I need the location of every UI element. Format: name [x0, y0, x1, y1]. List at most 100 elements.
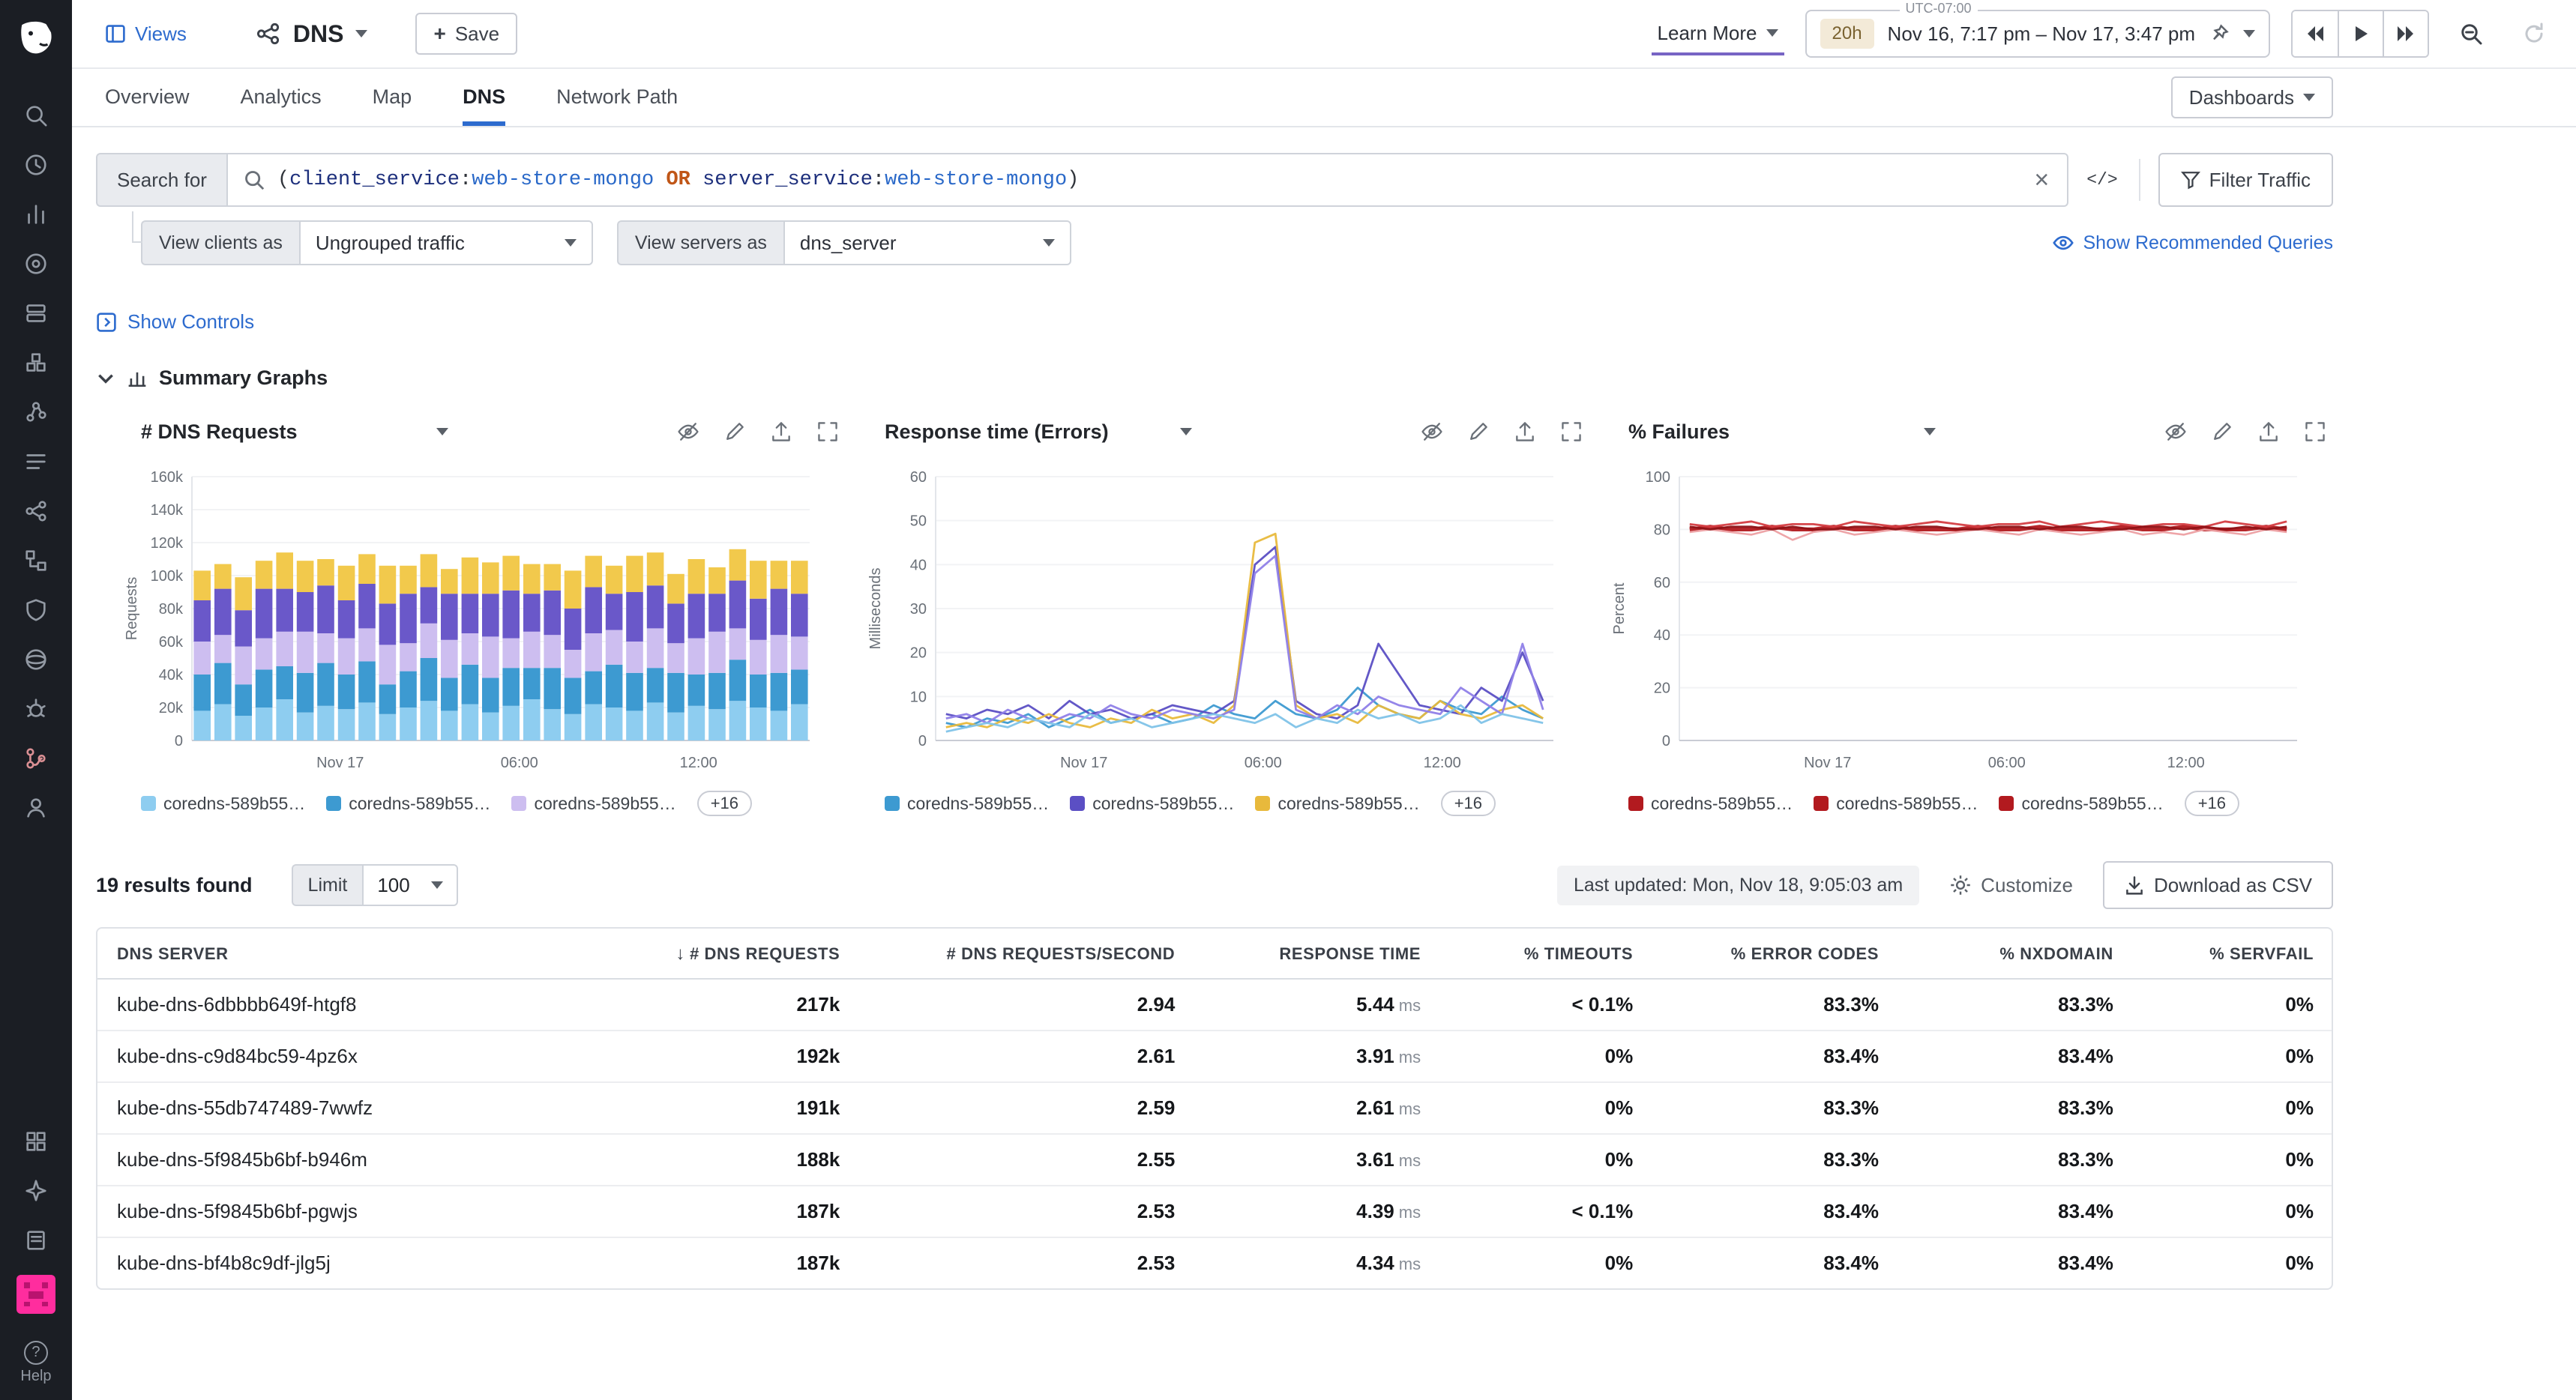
column-header-dns-server[interactable]: DNS SERVER [97, 929, 656, 979]
legend-item[interactable]: coredns-589b55… [1814, 794, 1978, 814]
column-header--dns-requests[interactable]: ↓# DNS REQUESTS [656, 929, 846, 979]
legend-more-chip[interactable]: +16 [697, 791, 752, 816]
hide-graph-button[interactable] [676, 420, 700, 444]
view-servers-as-select[interactable]: dns_server [783, 220, 1071, 265]
ci-icon[interactable] [13, 742, 58, 775]
export-graph-button[interactable] [2257, 420, 2281, 444]
summary-graphs-toggle[interactable]: Summary Graphs [96, 366, 328, 390]
logs-icon[interactable] [13, 445, 58, 478]
limit-select[interactable]: 100 [362, 864, 458, 906]
notebooks-icon[interactable] [13, 1224, 58, 1257]
tab-network-path[interactable]: Network Path [556, 69, 678, 126]
refresh-button[interactable] [2513, 13, 2555, 55]
legend-item[interactable]: coredns-589b55… [885, 794, 1049, 814]
column-header--nxdomain[interactable]: % NXDOMAIN [1885, 929, 2119, 979]
download-csv-button[interactable]: Download as CSV [2103, 861, 2333, 909]
learn-more-dropdown[interactable]: Learn More [1652, 13, 1784, 55]
show-recommended-queries-link[interactable]: Show Recommended Queries [2052, 232, 2334, 254]
svg-text:Nov 17: Nov 17 [1060, 755, 1107, 771]
legend-item[interactable]: coredns-589b55… [1999, 794, 2163, 814]
page-title-dropdown[interactable]: DNS [256, 20, 368, 48]
query-syntax-toggle[interactable]: </> [2068, 153, 2135, 207]
customize-button[interactable]: Customize [1949, 874, 2073, 897]
time-range-label: Nov 16, 7:17 pm – Nov 17, 3:47 pm [1888, 22, 2195, 46]
edit-graph-button[interactable] [1466, 420, 1490, 444]
table-row[interactable]: kube-dns-c9d84bc59-4pz6x192k2.613.91ms0%… [97, 1031, 2332, 1082]
save-button[interactable]: + Save [415, 13, 517, 55]
synthetics-icon[interactable] [13, 643, 58, 676]
legend-item[interactable]: coredns-589b55… [1628, 794, 1793, 814]
help-button[interactable]: ? Help [20, 1341, 51, 1385]
table-row[interactable]: kube-dns-6dbbbb649f-htgf8217k2.945.44ms<… [97, 979, 2332, 1031]
step-back-button[interactable] [2293, 11, 2338, 56]
play-button[interactable] [2338, 11, 2383, 56]
step-forward-button[interactable] [2383, 11, 2428, 56]
time-range-picker[interactable]: UTC-07:00 20h Nov 16, 7:17 pm – Nov 17, … [1805, 10, 2271, 58]
watchdog-icon[interactable] [13, 247, 58, 280]
error-tracking-icon[interactable] [13, 693, 58, 725]
legend-item[interactable]: coredns-589b55… [326, 794, 490, 814]
infrastructure-icon[interactable] [13, 297, 58, 330]
hide-graph-button[interactable] [2164, 420, 2188, 444]
fullscreen-graph-button[interactable] [2303, 420, 2327, 444]
legend-item[interactable]: coredns-589b55… [511, 794, 675, 814]
search-input[interactable]: (client_service:web-store-mongo OR serve… [226, 153, 2068, 207]
tab-overview[interactable]: Overview [105, 69, 190, 126]
export-graph-button[interactable] [1513, 420, 1537, 444]
whats-new-icon[interactable] [13, 1174, 58, 1207]
fullscreen-graph-button[interactable] [816, 420, 840, 444]
chart-metric-dropdown[interactable]: Response time (Errors) [885, 420, 1192, 444]
clear-search-icon[interactable]: × [2031, 167, 2052, 193]
column-header--servfail[interactable]: % SERVFAIL [2119, 929, 2332, 979]
legend-item[interactable]: coredns-589b55… [141, 794, 305, 814]
filter-traffic-button[interactable]: Filter Traffic [2158, 153, 2333, 207]
table-row[interactable]: kube-dns-bf4b8c9df-jlg5j187k2.534.34ms0%… [97, 1237, 2332, 1288]
tab-analytics[interactable]: Analytics [241, 69, 322, 126]
column-header--timeouts[interactable]: % TIMEOUTS [1427, 929, 1639, 979]
history-icon[interactable] [13, 148, 58, 181]
security-icon[interactable] [13, 594, 58, 627]
tab-map[interactable]: Map [373, 69, 412, 126]
legend-item[interactable]: coredns-589b55… [1070, 794, 1234, 814]
containers-icon[interactable] [13, 346, 58, 379]
chart-metric-dropdown[interactable]: % Failures [1628, 420, 1936, 444]
zoom-out-button[interactable] [2450, 13, 2492, 55]
dns-requests-chart[interactable]: 020k40k60k80k100k120k140k160kRequestsNov… [120, 462, 846, 785]
user-avatar[interactable] [16, 1275, 55, 1314]
rum-icon[interactable] [13, 791, 58, 824]
edit-graph-button[interactable] [2210, 420, 2234, 444]
hide-graph-button[interactable] [1420, 420, 1444, 444]
response-time-chart[interactable]: 0102030405060MillisecondsNov 1706:0012:0… [864, 462, 1589, 785]
views-button[interactable]: Views [105, 22, 187, 46]
column-header--dns-requests-second[interactable]: # DNS REQUESTS/SECOND [846, 929, 1181, 979]
search-query[interactable]: (client_service:web-store-mongo OR serve… [277, 169, 2019, 191]
legend-more-chip[interactable]: +16 [1441, 791, 1496, 816]
pin-icon[interactable] [2209, 23, 2230, 44]
show-controls-link[interactable]: Show Controls [96, 310, 254, 334]
tab-dns[interactable]: DNS [463, 69, 505, 126]
table-row[interactable]: kube-dns-5f9845b6bf-pgwjs187k2.534.39ms<… [97, 1186, 2332, 1237]
table-row[interactable]: kube-dns-55db747489-7wwfz191k2.592.61ms0… [97, 1082, 2332, 1134]
dashboards-button[interactable]: Dashboards [2171, 76, 2333, 118]
column-header--error-codes[interactable]: % ERROR CODES [1639, 929, 1885, 979]
datadog-logo[interactable] [0, 0, 72, 78]
column-header-response-time[interactable]: RESPONSE TIME [1181, 929, 1427, 979]
legend-item[interactable]: coredns-589b55… [1255, 794, 1419, 814]
network-icon[interactable] [13, 544, 58, 577]
time-duration-chip[interactable]: 20h [1820, 19, 1874, 49]
fullscreen-graph-button[interactable] [1559, 420, 1583, 444]
traces-icon[interactable] [13, 495, 58, 528]
metrics-icon[interactable] [13, 198, 58, 231]
integrations-icon[interactable] [13, 1125, 58, 1158]
view-clients-as-select[interactable]: Ungrouped traffic [299, 220, 593, 265]
table-row[interactable]: kube-dns-5f9845b6bf-b946m188k2.553.61ms0… [97, 1134, 2332, 1186]
cell-response-time: 3.61ms [1181, 1134, 1427, 1186]
chevron-down-icon[interactable] [2243, 30, 2255, 37]
edit-graph-button[interactable] [723, 420, 747, 444]
apm-icon[interactable] [13, 396, 58, 429]
search-icon[interactable] [13, 99, 58, 132]
legend-more-chip[interactable]: +16 [2185, 791, 2239, 816]
export-graph-button[interactable] [769, 420, 793, 444]
chart-metric-dropdown[interactable]: # DNS Requests [141, 420, 448, 444]
failures-chart[interactable]: 020406080100PercentNov 1706:0012:00 [1607, 462, 2333, 785]
